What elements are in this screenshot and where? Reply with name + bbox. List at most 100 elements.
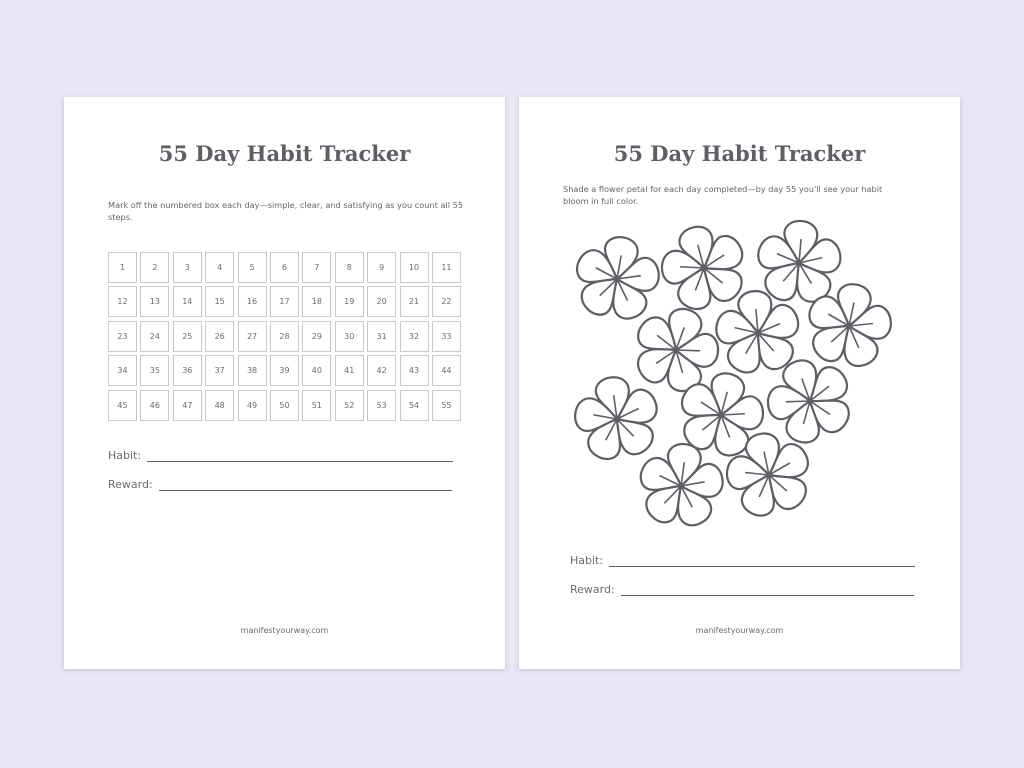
day-box[interactable]: 30 (334, 320, 364, 352)
flower (637, 307, 720, 393)
reward-line[interactable] (620, 583, 914, 596)
day-box[interactable]: 51 (302, 389, 332, 421)
reward-field[interactable]: Reward: (570, 583, 914, 596)
petal-vein (755, 309, 759, 334)
habit-field[interactable]: Habit: (108, 449, 454, 462)
day-box[interactable]: 2 (140, 252, 170, 283)
day-box[interactable]: 5 (237, 252, 267, 283)
reward-line[interactable] (158, 478, 452, 491)
day-box[interactable]: 52 (334, 389, 364, 421)
day-box[interactable]: 10 (399, 252, 429, 283)
day-box[interactable]: 41 (334, 355, 364, 387)
day-box[interactable]: 38 (237, 355, 267, 387)
day-box[interactable]: 17 (269, 286, 299, 318)
day-box[interactable]: 8 (334, 252, 364, 283)
day-box[interactable]: 43 (399, 355, 429, 387)
habit-label: Habit: (108, 449, 142, 462)
day-box[interactable]: 29 (302, 320, 332, 352)
day-box[interactable]: 14 (172, 286, 202, 318)
day-box[interactable]: 46 (140, 389, 170, 421)
day-box[interactable]: 50 (269, 389, 299, 421)
petal-vein (680, 481, 705, 487)
day-box[interactable]: 24 (140, 320, 170, 352)
petal[interactable] (754, 232, 806, 279)
day-box[interactable]: 3 (172, 252, 202, 283)
petal-vein (745, 471, 770, 476)
day-box[interactable]: 55 (431, 389, 461, 421)
day-box[interactable]: 9 (367, 252, 397, 283)
habit-line[interactable] (147, 449, 454, 462)
grid-tracker-page: 55 Day Habit Tracker Mark off the number… (64, 97, 505, 669)
day-box[interactable]: 27 (237, 320, 267, 352)
petal-vein (776, 252, 800, 264)
day-box[interactable]: 13 (140, 286, 170, 318)
day-box[interactable]: 31 (367, 320, 397, 352)
petal[interactable] (766, 385, 812, 421)
day-box[interactable]: 12 (108, 286, 137, 318)
day-box[interactable]: 19 (334, 286, 364, 318)
day-box[interactable]: 36 (172, 355, 202, 387)
day-box[interactable]: 49 (237, 389, 267, 421)
flower (725, 432, 809, 517)
day-box[interactable]: 35 (140, 355, 170, 387)
day-box[interactable]: 32 (399, 320, 429, 352)
day-box[interactable]: 6 (269, 252, 299, 283)
day-box[interactable]: 11 (431, 252, 461, 283)
flower-illustration (574, 219, 892, 527)
flower (808, 283, 892, 368)
flower (639, 442, 724, 527)
day-box[interactable]: 7 (302, 252, 332, 283)
petal-vein (758, 474, 770, 498)
day-box[interactable]: 15 (205, 286, 235, 318)
day-box[interactable]: 25 (172, 320, 202, 352)
day-box[interactable]: 40 (302, 355, 332, 387)
day-box[interactable]: 26 (205, 320, 235, 352)
day-box[interactable]: 1 (108, 252, 137, 283)
day-box[interactable]: 53 (367, 389, 397, 421)
reward-field[interactable]: Reward: (108, 478, 452, 491)
day-box[interactable]: 44 (431, 355, 461, 387)
petal-vein (801, 378, 811, 402)
flower (574, 376, 658, 460)
petal-vein (782, 262, 800, 282)
petal-vein (616, 278, 629, 301)
habit-line[interactable] (609, 554, 916, 567)
day-box[interactable]: 18 (302, 286, 332, 318)
day-box[interactable]: 21 (399, 286, 429, 318)
day-box[interactable]: 47 (172, 389, 202, 421)
day-box[interactable]: 48 (205, 389, 235, 421)
day-box[interactable]: 4 (205, 252, 235, 283)
flower (660, 225, 744, 310)
day-box[interactable]: 34 (108, 355, 137, 387)
petal-vein (768, 462, 791, 476)
petal-vein (720, 412, 746, 416)
day-box[interactable]: 23 (108, 320, 137, 352)
day-box[interactable]: 20 (367, 286, 397, 318)
petal-vein (659, 474, 682, 487)
day-box[interactable]: 22 (431, 286, 461, 318)
footer-url: manifestyourway.com (695, 626, 784, 635)
petal[interactable] (713, 308, 761, 350)
day-box[interactable]: 45 (108, 389, 137, 421)
habit-field[interactable]: Habit: (570, 554, 916, 567)
day-box[interactable]: 42 (367, 355, 397, 387)
day-box[interactable]: 16 (237, 286, 267, 318)
petal-vein (848, 322, 873, 327)
day-box[interactable]: 39 (269, 355, 299, 387)
petal-vein (655, 349, 677, 365)
day-box[interactable]: 33 (431, 320, 461, 352)
petal-vein (720, 414, 731, 438)
day-box[interactable]: 54 (399, 389, 429, 421)
petal-vein (675, 349, 684, 374)
flower (680, 372, 765, 457)
petal-vein (827, 313, 850, 327)
day-box[interactable]: 28 (269, 320, 299, 352)
day-box[interactable]: 37 (205, 355, 235, 387)
petal-vein (680, 462, 686, 487)
petal-vein (768, 474, 788, 492)
petal-vein (830, 325, 850, 343)
petal-vein (616, 274, 641, 280)
page-description: Shade a flower petal for each day comple… (563, 184, 883, 206)
flower-tracker-page: 55 Day Habit Tracker Shade a flower peta… (519, 97, 960, 669)
petal-vein (700, 401, 722, 416)
